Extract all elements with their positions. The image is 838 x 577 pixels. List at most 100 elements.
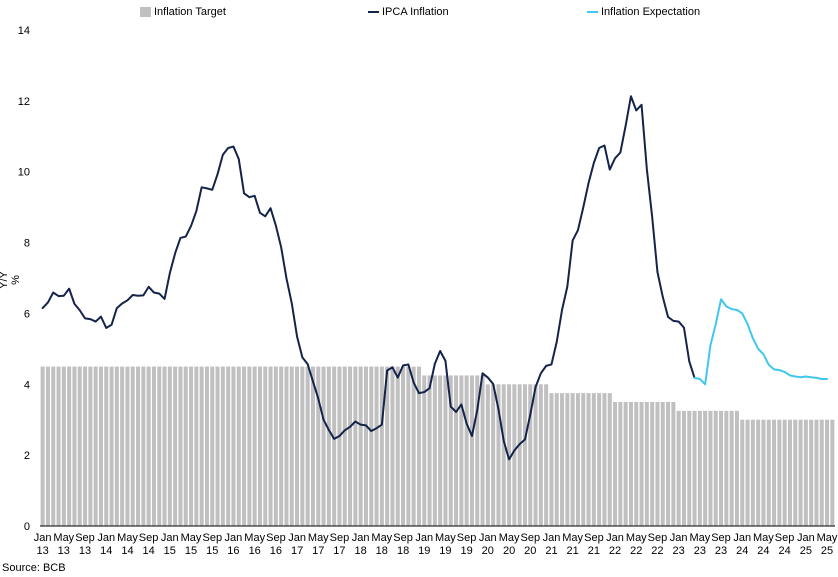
target-bar (570, 393, 575, 526)
x-tick-month: Jan (670, 532, 688, 544)
target-bar (798, 419, 803, 526)
y-tick-label: 12 (18, 96, 30, 108)
y-tick-label: 2 (24, 450, 30, 462)
target-bar (289, 366, 294, 526)
x-tick-month: Jan (288, 532, 306, 544)
x-tick-year: 15 (164, 545, 176, 557)
target-bar (814, 419, 819, 526)
target-bar (189, 366, 194, 526)
target-bar (575, 393, 580, 526)
x-tick-year: 13 (36, 545, 48, 557)
target-bar (257, 366, 262, 526)
x-tick-year: 25 (800, 545, 812, 557)
target-bar (803, 419, 808, 526)
x-tick-month: Jan (352, 532, 370, 544)
legend-item-ipca: IPCA Inflation (368, 6, 449, 18)
target-bar (501, 384, 506, 526)
target-bar (215, 366, 220, 526)
target-bar (756, 419, 761, 526)
y-axis: 0 2 4 6 8 10 12 14 (18, 25, 30, 533)
x-tick-year: 16 (270, 545, 282, 557)
target-bar (194, 366, 199, 526)
legend-label-expectation: Inflation Expectation (601, 6, 701, 18)
target-bar (332, 366, 337, 526)
target-bar (395, 366, 400, 526)
target-bar (708, 410, 713, 526)
target-bar (263, 366, 268, 526)
target-bar (56, 366, 61, 526)
x-tick-year: 17 (333, 545, 345, 557)
target-bar (268, 366, 273, 526)
target-bar (157, 366, 162, 526)
x-tick-month: Sep (266, 532, 286, 544)
x-tick-month: May (308, 532, 329, 544)
x-tick-month: Sep (203, 532, 223, 544)
y-axis-label: Y/Y % (0, 271, 22, 289)
x-tick-year: 24 (778, 545, 790, 557)
x-tick-year: 14 (100, 545, 112, 557)
target-bar (724, 410, 729, 526)
x-tick-year: 22 (651, 545, 663, 557)
target-bar (316, 366, 321, 526)
target-bar (295, 366, 300, 526)
target-bar (766, 419, 771, 526)
legend-swatch-ipca (368, 11, 379, 13)
x-tick-month: Sep (648, 532, 668, 544)
x-tick-year: 16 (249, 545, 261, 557)
x-tick-year: 24 (736, 545, 748, 557)
target-bar (151, 366, 156, 526)
x-tick-year: 25 (821, 545, 833, 557)
target-bar (40, 366, 45, 526)
target-bar (586, 393, 591, 526)
target-bar (819, 419, 824, 526)
target-bar (607, 393, 612, 526)
x-tick-month: May (117, 532, 138, 544)
source-note: Source: BCB (2, 562, 66, 574)
x-tick-year: 21 (566, 545, 578, 557)
target-bar (125, 366, 130, 526)
target-bar (358, 366, 363, 526)
target-bar (782, 419, 787, 526)
target-bar (104, 366, 109, 526)
x-tick-year: 23 (694, 545, 706, 557)
target-bar (210, 366, 215, 526)
x-tick-year: 17 (312, 545, 324, 557)
target-bar (538, 384, 543, 526)
y-tick-label: 8 (24, 238, 30, 250)
x-tick-month: Sep (393, 532, 413, 544)
target-bar (337, 366, 342, 526)
target-bar (565, 393, 570, 526)
target-bar (342, 366, 347, 526)
target-bar (660, 402, 665, 526)
target-bar (279, 366, 284, 526)
x-tick-year: 15 (206, 545, 218, 557)
target-bar (183, 366, 188, 526)
legend-item-expectation: Inflation Expectation (587, 6, 700, 18)
target-bar (581, 393, 586, 526)
target-bar (136, 366, 141, 526)
target-bar (242, 366, 247, 526)
target-bar (713, 410, 718, 526)
target-bar (443, 375, 448, 526)
y-tick-label: 4 (24, 379, 30, 391)
target-bar (666, 402, 671, 526)
target-bar (141, 366, 146, 526)
target-bar (284, 366, 289, 526)
x-tick-month: May (499, 532, 520, 544)
x-tick-month: May (753, 532, 774, 544)
series-line-inflation-expectation (693, 298, 829, 386)
x-tick-year: 20 (503, 545, 515, 557)
target-bar (533, 384, 538, 526)
x-tick-month: Jan (606, 532, 624, 544)
target-bar (681, 410, 686, 526)
y-tick-label: 0 (24, 521, 30, 533)
x-tick-year: 21 (545, 545, 557, 557)
target-bar (687, 410, 692, 526)
x-tick-month: May (562, 532, 583, 544)
target-bar (416, 366, 421, 526)
x-tick-month: Jan (479, 532, 497, 544)
x-tick-month: Jan (543, 532, 561, 544)
target-bar (750, 419, 755, 526)
target-bar (438, 375, 443, 526)
target-bar (761, 419, 766, 526)
